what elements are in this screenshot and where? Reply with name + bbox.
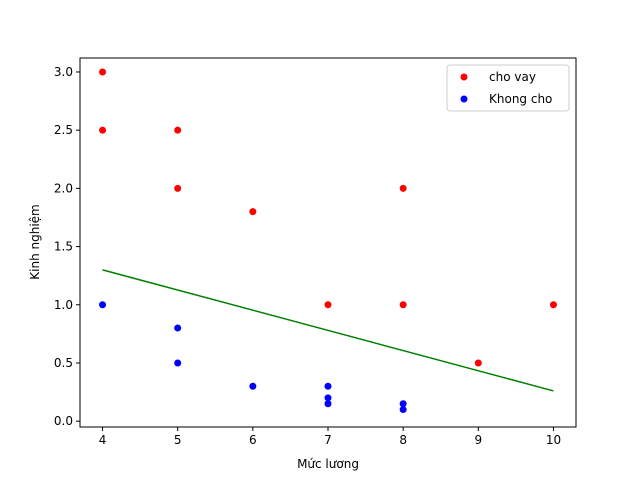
chart-marks	[99, 68, 557, 414]
y-tick-label: 3.0	[54, 65, 73, 79]
y-axis-label: Kinh nghiệm	[28, 204, 42, 279]
point-khong-cho-7	[399, 400, 407, 408]
point-khong-cho-2	[174, 359, 182, 367]
point-khong-cho-0	[99, 301, 107, 309]
x-tick-label: 10	[546, 433, 561, 447]
point-cho-vay-8	[474, 359, 482, 367]
trend-line	[102, 269, 554, 392]
point-khong-cho-3	[249, 382, 257, 390]
y-tick-label: 2.5	[54, 123, 73, 137]
point-cho-vay-3	[174, 184, 182, 192]
point-khong-cho-4	[324, 382, 332, 390]
legend: cho vay Khong cho	[446, 64, 570, 112]
y-tick-label: 2.0	[54, 181, 73, 195]
point-cho-vay-9	[549, 301, 557, 309]
point-cho-vay-5	[324, 301, 332, 309]
point-cho-vay-7	[399, 301, 407, 309]
x-tick-label: 7	[324, 433, 332, 447]
legend-label-khong-cho: Khong cho	[489, 92, 552, 106]
y-tick-label: 1.5	[54, 240, 73, 254]
point-khong-cho-5	[324, 394, 332, 402]
point-khong-cho-6	[324, 400, 332, 408]
axes: 4 5 6 7 8 9 10 0.0 0.5 1.0 1.5 2.0 2.5 3.0	[54, 57, 577, 447]
x-tick-label: 8	[399, 433, 407, 447]
point-khong-cho-8	[399, 406, 407, 414]
legend-label-cho-vay: cho vay	[489, 70, 536, 84]
x-tick-label: 9	[474, 433, 482, 447]
x-tick-label: 6	[249, 433, 257, 447]
point-cho-vay-6	[399, 184, 407, 192]
x-tick-label: 4	[99, 433, 107, 447]
legend-marker-khong-cho	[460, 95, 468, 103]
point-cho-vay-2	[174, 126, 182, 134]
point-cho-vay-4	[249, 208, 257, 216]
point-cho-vay-0	[99, 68, 107, 76]
legend-box	[446, 64, 570, 112]
point-khong-cho-1	[174, 324, 182, 332]
y-tick-label: 0.0	[54, 414, 73, 428]
legend-marker-cho-vay	[460, 73, 468, 81]
x-axis-label: Mức lương	[297, 457, 359, 471]
y-tick-label: 1.0	[54, 298, 73, 312]
point-cho-vay-1	[99, 126, 107, 134]
x-tick-label: 5	[174, 433, 182, 447]
y-tick-label: 0.5	[54, 356, 73, 370]
